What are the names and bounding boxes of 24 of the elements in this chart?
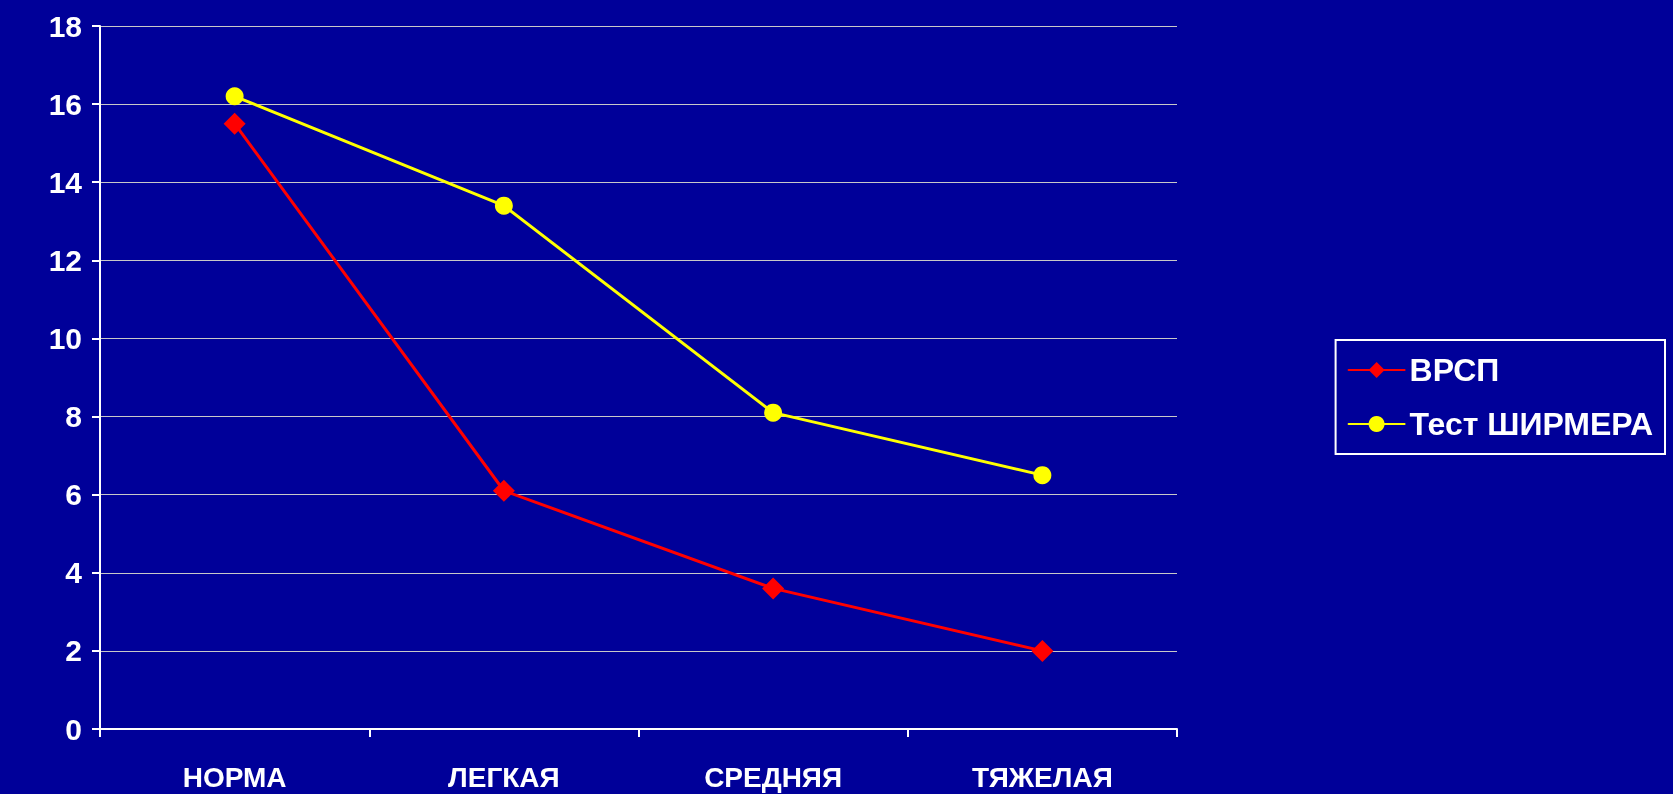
y-tick-label: 10	[48, 321, 82, 355]
point	[494, 196, 513, 215]
point	[492, 479, 515, 502]
y-tick-label: 6	[65, 478, 82, 512]
x-tick-label: ЛЕГКАЯ	[448, 761, 560, 793]
legend-label: ВРСП	[1409, 352, 1500, 388]
y-tick-label: 2	[65, 634, 82, 668]
x-tick-label: СРЕДНЯЯ	[704, 761, 843, 793]
point	[764, 403, 783, 422]
y-tick-label: 4	[65, 556, 83, 590]
y-tick-label: 18	[48, 9, 82, 43]
x-tick-label: ТЯЖЕЛАЯ	[971, 761, 1113, 793]
y-tick-label: 12	[48, 243, 82, 277]
point	[225, 87, 244, 106]
x-tick-label: НОРМА	[182, 761, 287, 793]
y-tick-label: 0	[65, 712, 82, 746]
point	[762, 577, 785, 600]
legend-label: Тест ШИРМЕРА	[1409, 406, 1653, 442]
y-tick-label: 8	[65, 400, 82, 434]
point	[223, 112, 246, 135]
y-tick-label: 14	[48, 165, 83, 199]
y-tick-label: 16	[48, 87, 82, 121]
point	[1031, 639, 1054, 662]
point	[1033, 466, 1052, 485]
